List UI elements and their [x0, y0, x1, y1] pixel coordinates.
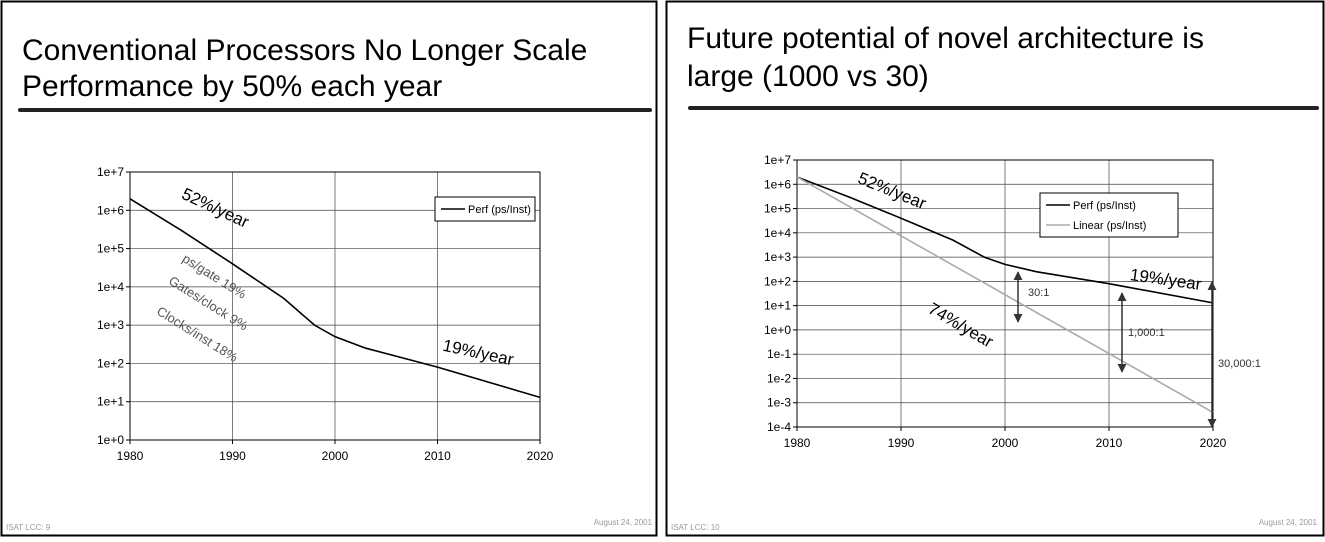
- slide-frame: [665, 0, 1325, 537]
- footer-right: August 24, 2001: [1259, 518, 1318, 527]
- y-tick-label: 1e+2: [764, 274, 791, 288]
- footer-right: August 24, 2001: [594, 518, 653, 527]
- y-tick-label: 1e+0: [97, 433, 124, 447]
- x-tick-label: 2000: [992, 436, 1019, 450]
- y-tick-label: 1e+5: [97, 242, 124, 256]
- y-tick-label: 1e+5: [764, 202, 791, 216]
- slide-title: large (1000 vs 30): [687, 60, 929, 93]
- x-tick-label: 2010: [424, 449, 451, 463]
- y-tick-label: 1e+7: [764, 153, 791, 167]
- plot-border: [129, 171, 541, 441]
- legend-box: [1039, 192, 1179, 238]
- series-line: [129, 198, 541, 399]
- x-tick-label: 1990: [888, 436, 915, 450]
- legend-label: Perf (ps/Inst): [468, 204, 531, 216]
- annotation: 30:1: [1028, 287, 1049, 299]
- x-tick-label: 1990: [219, 449, 246, 463]
- x-tick-label: 2000: [322, 449, 349, 463]
- x-tick-label: 2020: [527, 449, 554, 463]
- x-tick-label: 2010: [1096, 436, 1123, 450]
- y-tick-label: 1e+0: [764, 323, 791, 337]
- series-line: [796, 176, 1214, 304]
- y-tick-label: 1e+7: [97, 165, 124, 179]
- slide: Future potential of novel architecture i…: [671, 22, 1319, 532]
- series-line: [796, 176, 1214, 414]
- x-tick-label: 1980: [117, 449, 144, 463]
- annotation: 1,000:1: [1128, 327, 1165, 339]
- y-tick-label: 1e+6: [764, 177, 791, 191]
- legend-label: Perf (ps/Inst): [1073, 200, 1136, 212]
- slide-title: Conventional Processors No Longer Scale: [22, 34, 587, 67]
- y-tick-label: 1e+4: [764, 226, 791, 240]
- footer-left: ISAT LCC: 9: [6, 523, 51, 532]
- footer-left: ISAT LCC: 10: [671, 523, 720, 532]
- y-tick-label: 1e-2: [767, 371, 791, 385]
- x-tick-label: 2020: [1200, 436, 1227, 450]
- y-tick-label: 1e-1: [767, 347, 791, 361]
- slide-title: Performance by 50% each year: [22, 70, 442, 103]
- y-tick-label: 1e+3: [764, 250, 791, 264]
- y-tick-label: 1e-4: [767, 420, 791, 434]
- y-tick-label: 1e+3: [97, 318, 124, 332]
- y-tick-label: 1e-3: [767, 396, 791, 410]
- y-tick-label: 1e+2: [97, 356, 124, 370]
- y-tick-label: 1e+1: [764, 299, 791, 313]
- annotation: 30,000:1: [1218, 358, 1261, 370]
- x-tick-label: 1980: [784, 436, 811, 450]
- slide-title: Future potential of novel architecture i…: [687, 22, 1204, 55]
- slide-frame: [0, 0, 658, 537]
- legend-label: Linear (ps/Inst): [1073, 220, 1146, 232]
- y-tick-label: 1e+4: [97, 280, 124, 294]
- y-tick-label: 1e+1: [97, 395, 124, 409]
- y-tick-label: 1e+6: [97, 203, 124, 217]
